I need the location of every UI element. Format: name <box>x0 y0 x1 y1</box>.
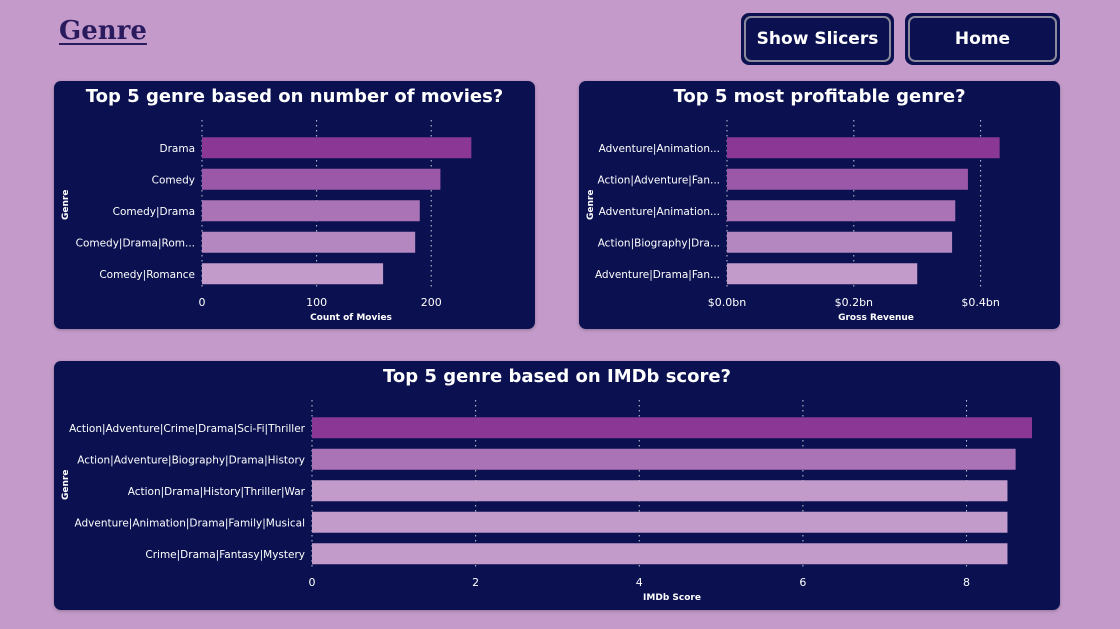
y-category-label: Drama <box>160 143 196 155</box>
bar <box>202 263 384 285</box>
bar <box>727 137 1000 159</box>
x-axis-title: Count of Movies <box>310 313 392 323</box>
y-category-label: Comedy|Romance <box>99 269 195 281</box>
x-tick-label: $0.0bn <box>708 296 746 309</box>
bar <box>727 168 968 190</box>
chart-movie-count: 0 100 200 Drama Comedy Comedy|Drama Comedy|Dra… <box>61 120 472 323</box>
home-label: Home <box>908 16 1057 62</box>
bar <box>312 480 1008 502</box>
x-axis-title: Gross Revenue <box>838 313 914 323</box>
x-tick-label: 200 <box>421 296 442 309</box>
bar <box>312 543 1008 565</box>
bar <box>312 511 1008 533</box>
bar <box>202 231 416 253</box>
x-tick-label: 0 <box>199 296 206 309</box>
y-category-label: Crime|Drama|Fantasy|Mystery <box>145 549 305 561</box>
y-category-label: Action|Adventure|Crime|Drama|Sci-Fi|Thri… <box>69 423 306 435</box>
x-axis-title: IMDb Score <box>643 593 701 603</box>
y-category-label: Comedy|Drama <box>113 206 195 218</box>
x-tick-label: 100 <box>306 296 327 309</box>
x-tick-label: $0.4bn <box>961 296 999 309</box>
chart-title: Top 5 genre based on IMDb score? <box>383 366 731 387</box>
y-axis-title: Genre <box>61 190 71 220</box>
show-slicers-button[interactable]: Show Slicers <box>741 13 894 65</box>
y-category-label: Adventure|Animation... <box>599 143 720 155</box>
bar <box>312 417 1032 439</box>
x-tick-label: 0 <box>309 576 316 589</box>
chart-card-imdb-score: Top 5 genre based on IMDb score? 0 2 4 6 8 Ac… <box>54 361 1060 610</box>
y-category-label: Adventure|Drama|Fan... <box>595 269 720 281</box>
show-slicers-label: Show Slicers <box>744 16 891 62</box>
x-tick-label: $0.2bn <box>835 296 873 309</box>
y-category-label: Comedy <box>152 174 195 186</box>
bar <box>202 200 420 222</box>
y-category-label: Action|Drama|History|Thriller|War <box>128 486 306 498</box>
home-button[interactable]: Home <box>905 13 1060 65</box>
chart-title: Top 5 most profitable genre? <box>673 86 966 107</box>
y-axis-title: Genre <box>586 190 596 220</box>
chart-title: Top 5 genre based on number of movies? <box>85 86 504 107</box>
bar <box>727 263 918 285</box>
chart-card-movie-count: Top 5 genre based on number of movies? 0… <box>54 81 535 329</box>
page-title: Genre <box>59 16 147 46</box>
x-tick-label: 8 <box>963 576 970 589</box>
y-axis-title: Genre <box>61 470 71 500</box>
bar <box>727 200 956 222</box>
chart-profitable-genre: $0.0bn $0.2bn $0.4bn Adventure|Animation...… <box>586 120 1000 323</box>
y-category-label: Comedy|Drama|Rom... <box>76 237 195 249</box>
chart-card-profitable-genre: Top 5 most profitable genre? $0.0bn $0.2b… <box>579 81 1060 329</box>
x-tick-label: 2 <box>472 576 479 589</box>
x-tick-label: 4 <box>636 576 643 589</box>
y-category-label: Action|Adventure|Fan... <box>598 174 720 186</box>
chart-imdb-score: 0 2 4 6 8 Action|Adventure|Crime|Drama|Sci-Fi… <box>61 400 1032 603</box>
y-category-label: Action|Adventure|Biography|Drama|History <box>77 454 305 466</box>
bar <box>202 137 472 159</box>
y-category-label: Adventure|Animation... <box>599 206 720 218</box>
bar <box>202 168 441 190</box>
y-category-label: Adventure|Animation|Drama|Family|Musical <box>74 517 305 529</box>
y-category-label: Action|Biography|Dra... <box>598 237 720 249</box>
bar <box>312 448 1016 470</box>
x-tick-label: 6 <box>799 576 806 589</box>
bar <box>727 231 953 253</box>
